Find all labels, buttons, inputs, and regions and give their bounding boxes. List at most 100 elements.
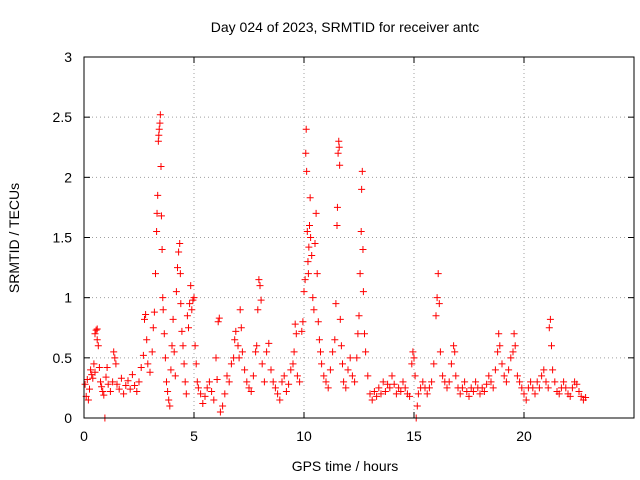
- x-tick-label: 20: [516, 428, 532, 444]
- data-points: [81, 111, 590, 422]
- data-point: [235, 354, 243, 362]
- data-point: [221, 390, 229, 398]
- data-point: [432, 312, 440, 320]
- data-point: [90, 360, 98, 368]
- data-point: [359, 288, 367, 296]
- data-point: [575, 388, 583, 396]
- data-point: [236, 306, 244, 314]
- data-point: [485, 372, 493, 380]
- data-point: [216, 408, 224, 416]
- data-point: [210, 396, 218, 404]
- data-point: [177, 300, 185, 308]
- data-point: [375, 384, 383, 392]
- data-point: [562, 384, 570, 392]
- data-point: [535, 384, 543, 392]
- plot-frame: [83, 56, 635, 419]
- data-point: [153, 227, 161, 235]
- data-point: [219, 402, 227, 410]
- data-point: [443, 384, 451, 392]
- data-point: [322, 378, 330, 386]
- data-point: [276, 396, 284, 404]
- data-point: [296, 378, 304, 386]
- data-point: [390, 380, 398, 388]
- data-point: [451, 348, 459, 356]
- chart-title: Day 024 of 2023, SRMTID for receiver ant…: [211, 19, 479, 35]
- data-point: [290, 348, 298, 356]
- data-point: [247, 388, 255, 396]
- data-point: [480, 388, 488, 396]
- data-point: [175, 248, 183, 256]
- data-point: [456, 390, 464, 398]
- data-point: [255, 276, 263, 284]
- data-point: [176, 270, 184, 278]
- data-point: [498, 360, 506, 368]
- data-point: [548, 342, 555, 350]
- data-point: [546, 315, 554, 323]
- data-point: [364, 372, 372, 380]
- data-point: [156, 119, 164, 127]
- data-point: [144, 360, 152, 368]
- data-point: [500, 372, 508, 380]
- data-point: [406, 392, 414, 400]
- data-point: [361, 330, 368, 338]
- data-point: [494, 348, 502, 356]
- data-point: [94, 342, 102, 350]
- data-point: [97, 378, 104, 386]
- data-point: [397, 388, 405, 396]
- data-point: [115, 385, 123, 393]
- data-point: [287, 366, 295, 374]
- data-point: [549, 366, 557, 374]
- data-point: [312, 209, 320, 217]
- data-point: [100, 391, 108, 399]
- data-point: [436, 348, 444, 356]
- data-point: [388, 372, 396, 380]
- data-point: [231, 336, 239, 344]
- data-point: [340, 378, 348, 386]
- data-point: [263, 348, 271, 356]
- data-point: [214, 318, 222, 326]
- data-point: [249, 372, 257, 380]
- data-point: [356, 270, 364, 278]
- data-point: [143, 336, 151, 344]
- data-point: [271, 384, 279, 392]
- data-point: [527, 378, 535, 386]
- data-point: [309, 294, 317, 302]
- data-point: [302, 149, 310, 157]
- data-point: [353, 354, 361, 362]
- data-point: [192, 360, 200, 368]
- data-point: [478, 384, 486, 392]
- data-point: [109, 378, 117, 386]
- data-point: [257, 296, 265, 304]
- data-point: [399, 378, 407, 386]
- data-point: [507, 354, 515, 362]
- data-point: [158, 246, 166, 254]
- data-point: [135, 378, 143, 386]
- data-point: [491, 366, 499, 374]
- data-point: [150, 308, 158, 316]
- data-point: [304, 258, 312, 266]
- data-point: [351, 378, 359, 386]
- data-point: [355, 312, 363, 320]
- data-point: [157, 212, 165, 220]
- data-point: [122, 382, 130, 390]
- data-point: [148, 348, 156, 356]
- data-point: [91, 330, 99, 338]
- data-point: [465, 392, 473, 400]
- data-point: [301, 276, 309, 284]
- data-point: [452, 372, 460, 380]
- data-point: [274, 390, 282, 398]
- data-point: [366, 390, 374, 398]
- data-point: [425, 384, 433, 392]
- data-point: [133, 388, 141, 396]
- data-point: [509, 348, 517, 356]
- data-point: [267, 366, 275, 374]
- data-point: [395, 384, 403, 392]
- data-point: [81, 380, 89, 388]
- data-point: [111, 354, 119, 362]
- data-point: [315, 336, 323, 344]
- data-point: [381, 388, 389, 396]
- data-point: [467, 384, 475, 392]
- data-point: [154, 191, 162, 199]
- data-point: [439, 372, 447, 380]
- data-point: [346, 354, 354, 362]
